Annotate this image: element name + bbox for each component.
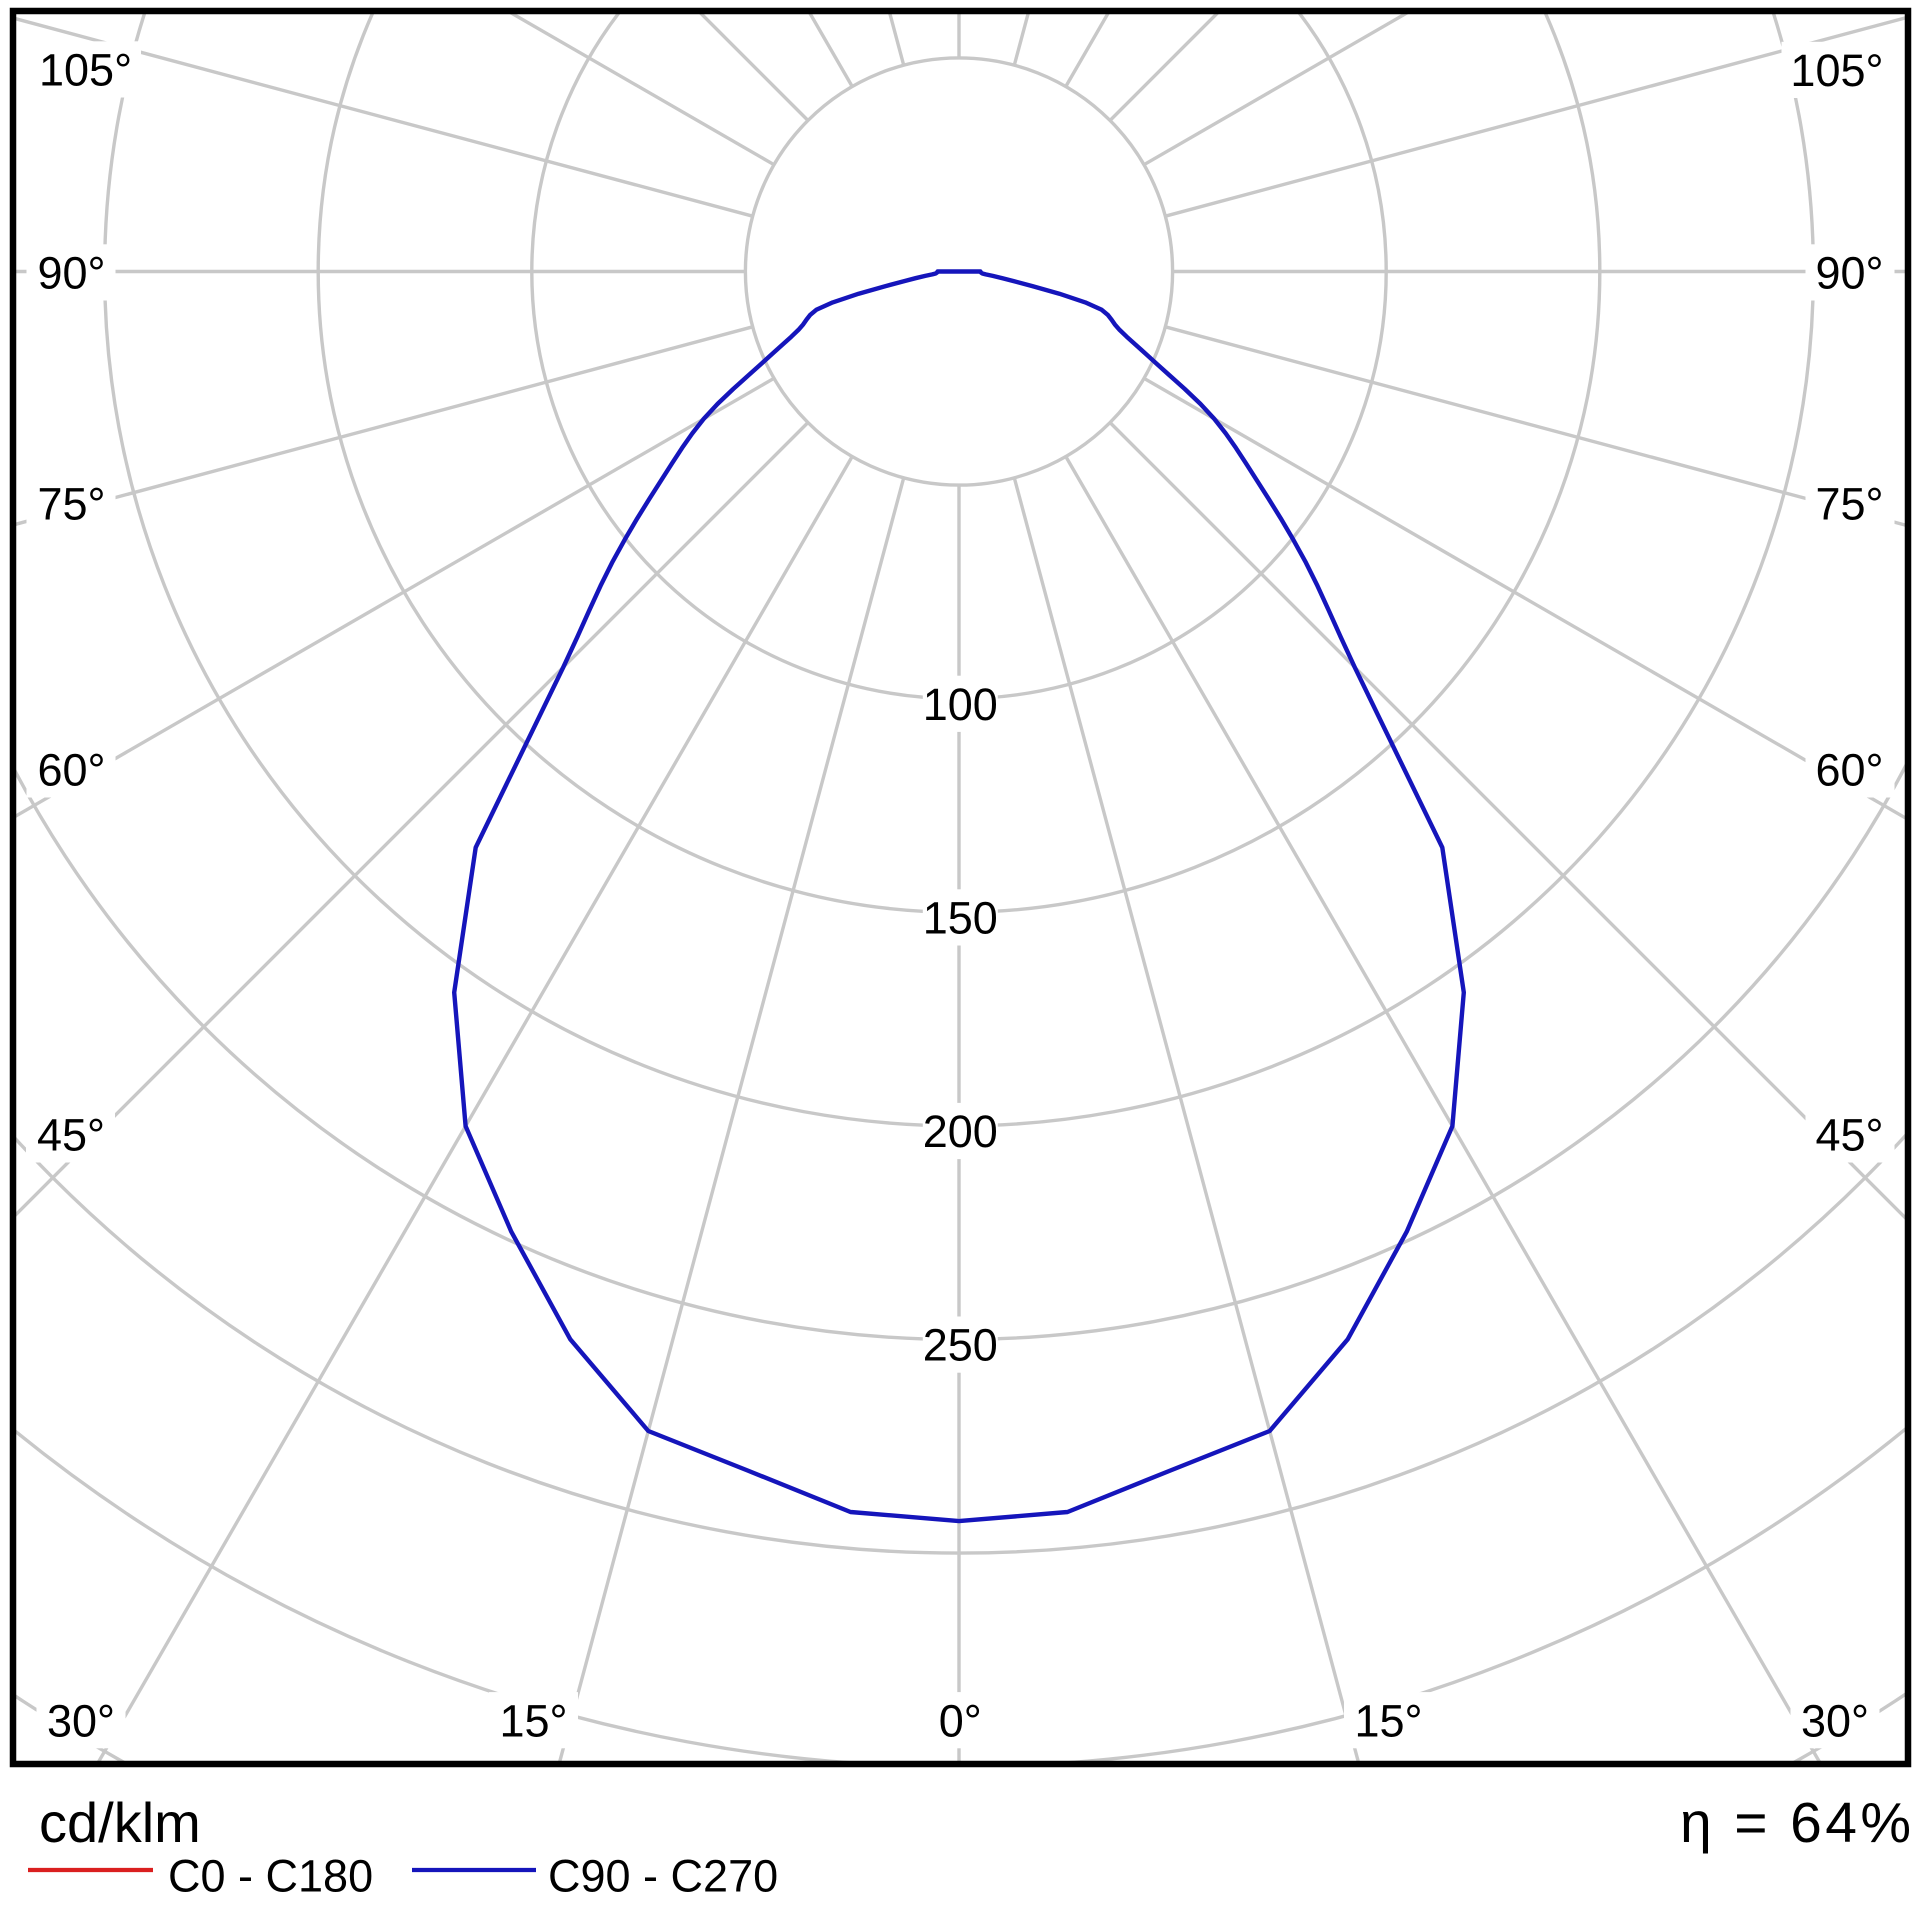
svg-text:250: 250: [923, 1320, 998, 1371]
svg-text:C0 - C180: C0 - C180: [168, 1851, 373, 1902]
svg-text:45°: 45°: [37, 1110, 105, 1161]
svg-text:75°: 75°: [1815, 479, 1883, 530]
svg-text:105°: 105°: [1790, 45, 1883, 96]
svg-text:90°: 90°: [1815, 248, 1883, 299]
svg-text:C90 - C270: C90 - C270: [548, 1851, 778, 1902]
svg-text:15°: 15°: [1354, 1695, 1422, 1746]
svg-text:cd/klm: cd/klm: [39, 1791, 201, 1854]
svg-text:0°: 0°: [939, 1695, 982, 1746]
svg-text:105°: 105°: [39, 45, 132, 96]
svg-text:15°: 15°: [499, 1695, 567, 1746]
svg-text:200: 200: [923, 1106, 998, 1157]
svg-text:η = 64%: η = 64%: [1680, 1791, 1911, 1855]
svg-text:90°: 90°: [38, 248, 106, 299]
svg-text:150: 150: [923, 893, 998, 944]
svg-text:30°: 30°: [1801, 1695, 1869, 1746]
svg-text:45°: 45°: [1815, 1110, 1883, 1161]
svg-text:75°: 75°: [38, 479, 106, 530]
svg-text:100: 100: [923, 679, 998, 730]
svg-text:60°: 60°: [38, 745, 106, 796]
svg-text:60°: 60°: [1815, 745, 1883, 796]
svg-text:30°: 30°: [47, 1695, 115, 1746]
